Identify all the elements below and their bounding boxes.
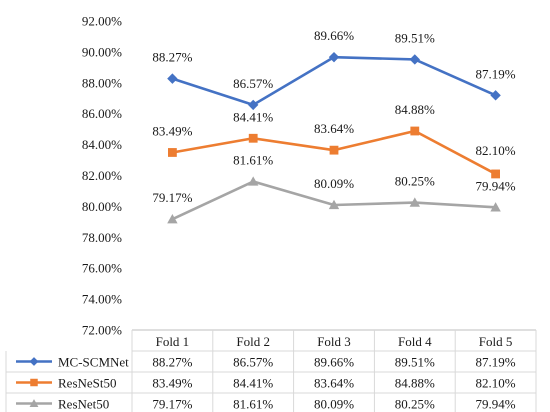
data-point xyxy=(490,90,501,101)
series-layer xyxy=(167,51,501,224)
table-cell: 82.10% xyxy=(476,376,516,391)
data-label: 89.66% xyxy=(314,28,354,43)
table-cell: 81.61% xyxy=(233,397,273,412)
series-resnet50 xyxy=(167,176,501,224)
table-row: ResNet50 79.17% 81.61% 80.09% 80.25% 79.94% xyxy=(16,397,516,412)
y-tick-label: 84.00% xyxy=(82,137,122,152)
data-point xyxy=(328,199,340,210)
table-cell: 84.88% xyxy=(395,376,435,391)
table-cell: 80.25% xyxy=(395,397,435,412)
data-label: 79.17% xyxy=(152,190,192,205)
data-labels: 88.27% 86.57% 89.66% 89.51% 87.19% 83.49% 84.4… xyxy=(152,28,515,205)
legend-label: ResNeSt50 xyxy=(58,376,117,391)
data-label: 87.19% xyxy=(476,66,516,81)
data-point xyxy=(167,214,178,224)
y-axis: 72.00% 74.00% 76.00% 78.00% 80.00% 82.00% 84.0… xyxy=(82,14,122,338)
data-label: 89.51% xyxy=(395,30,435,45)
legend-key-marker xyxy=(30,378,38,387)
y-tick-label: 82.00% xyxy=(82,168,122,183)
data-point xyxy=(248,133,258,143)
data-label: 80.25% xyxy=(395,174,435,189)
table-cell: 79.94% xyxy=(476,397,516,412)
table-cell: 88.27% xyxy=(152,355,192,370)
series-line xyxy=(171,55,497,107)
y-tick-label: 78.00% xyxy=(82,230,122,245)
data-point xyxy=(248,99,259,111)
table-row: MC-SCMNet 88.27% 86.57% 89.66% 89.51% 87.19% xyxy=(16,355,516,370)
data-point xyxy=(328,51,340,63)
y-tick-label: 74.00% xyxy=(82,292,122,307)
category-label: Fold 4 xyxy=(398,334,432,349)
category-label: Fold 1 xyxy=(156,334,190,349)
category-label: Fold 3 xyxy=(317,334,351,349)
data-label: 86.57% xyxy=(233,76,273,91)
table-cell: 83.64% xyxy=(314,376,354,391)
y-tick-label: 88.00% xyxy=(82,75,122,90)
legend-key-marker xyxy=(29,399,39,408)
data-label: 83.64% xyxy=(314,121,354,136)
table-cell: 80.09% xyxy=(314,397,354,412)
table-cell: 89.51% xyxy=(395,355,435,370)
table-cell: 83.49% xyxy=(152,376,192,391)
data-label: 79.94% xyxy=(476,178,516,193)
y-tick-label: 72.00% xyxy=(82,323,122,338)
data-label: 80.09% xyxy=(314,176,354,191)
legend-label: MC-SCMNet xyxy=(58,355,129,370)
legend-label: ResNet50 xyxy=(58,397,109,412)
data-point xyxy=(168,148,177,157)
data-table-grid xyxy=(5,329,537,412)
data-table-rows: MC-SCMNet 88.27% 86.57% 89.66% 89.51% 87.19% R… xyxy=(16,355,516,412)
y-tick-label: 76.00% xyxy=(82,261,122,276)
data-point xyxy=(409,197,420,207)
data-label: 83.49% xyxy=(152,123,192,138)
data-label: 84.41% xyxy=(233,109,273,124)
data-point xyxy=(491,169,500,179)
table-cell: 87.19% xyxy=(476,355,516,370)
table-row: ResNeSt50 83.49% 84.41% 83.64% 84.88% 82.10% xyxy=(16,376,516,391)
data-point xyxy=(167,73,178,84)
data-point xyxy=(490,202,501,212)
category-label: Fold 5 xyxy=(479,334,513,349)
data-label: 84.88% xyxy=(395,102,435,117)
data-label: 88.27% xyxy=(152,50,192,65)
data-point xyxy=(409,54,420,65)
data-point xyxy=(329,145,339,155)
table-cell: 89.66% xyxy=(314,355,354,370)
category-labels: Fold 1 Fold 2 Fold 3 Fold 4 Fold 5 xyxy=(156,334,513,349)
data-point xyxy=(248,176,259,186)
y-tick-label: 80.00% xyxy=(82,199,122,214)
table-cell: 86.57% xyxy=(233,355,273,370)
y-tick-label: 90.00% xyxy=(82,44,122,59)
y-tick-label: 86.00% xyxy=(82,106,122,121)
y-tick-label: 92.00% xyxy=(82,14,122,29)
table-cell: 79.17% xyxy=(152,397,192,412)
table-cell: 84.41% xyxy=(233,376,273,391)
series-mc-scmnet xyxy=(167,51,501,111)
series-resnest50 xyxy=(168,126,500,179)
data-point xyxy=(410,126,420,136)
data-label: 82.10% xyxy=(476,143,516,158)
data-label: 81.61% xyxy=(233,153,273,168)
category-label: Fold 2 xyxy=(236,334,270,349)
legend-key-marker xyxy=(29,357,39,366)
